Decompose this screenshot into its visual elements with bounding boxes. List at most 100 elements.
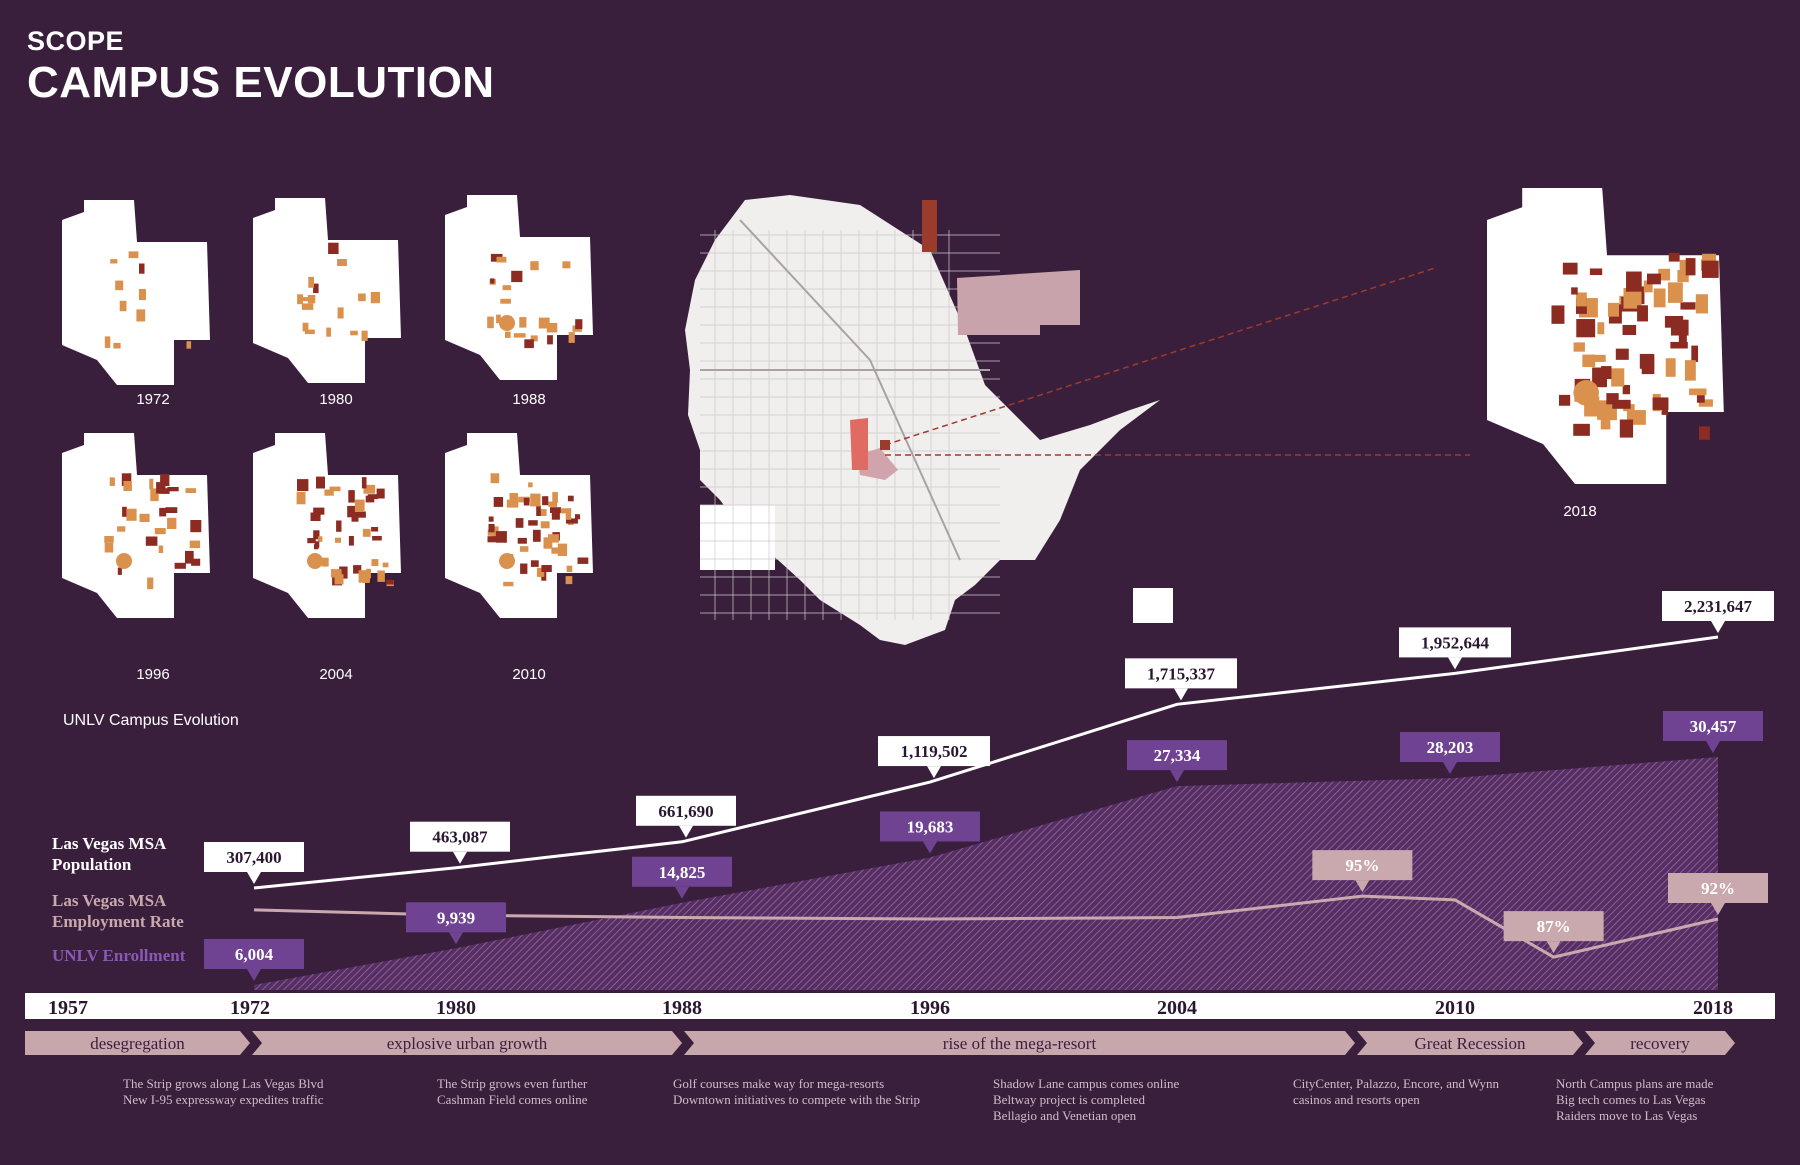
campus-building xyxy=(496,314,501,324)
campus-building xyxy=(113,342,121,349)
enrollment-label-value: 9,939 xyxy=(437,908,475,927)
campus-building xyxy=(119,300,127,312)
chart-plot: 307,400 463,087 661,690 1,119,502 1,715,337 1… xyxy=(204,591,1774,990)
series-name: UNLV Enrollment xyxy=(52,946,186,965)
campus-building xyxy=(1608,404,1617,421)
campus-building xyxy=(547,335,553,345)
campus-building xyxy=(117,567,122,575)
campus-building xyxy=(530,261,539,271)
enrollment-label-pointer xyxy=(1443,762,1457,775)
campus-building xyxy=(1668,252,1680,262)
campus-building xyxy=(1698,399,1713,407)
year-tick-label: 1972 xyxy=(230,997,270,1019)
enrollment-label-pointer xyxy=(449,932,463,945)
campus-building xyxy=(350,330,358,336)
era-event: CityCenter, Palazzo, Encore, and Wynn xyxy=(1293,1076,1500,1091)
campus-building xyxy=(488,524,495,533)
campus-building xyxy=(138,289,146,301)
campus-building xyxy=(1691,345,1699,362)
campus-building xyxy=(160,474,170,486)
pink-parcel xyxy=(957,270,1080,335)
campus-building xyxy=(314,541,320,548)
city-parcel xyxy=(700,505,775,570)
era-event: The Strip grows along Las Vegas Blvd xyxy=(123,1076,324,1091)
campus-building xyxy=(167,517,177,529)
campus-building xyxy=(313,283,319,294)
campus-building xyxy=(117,526,126,532)
enrollment-label: 9,939 xyxy=(406,902,506,945)
campus-building xyxy=(540,521,550,529)
population-label-box xyxy=(636,795,736,826)
campus-building xyxy=(326,327,331,337)
campus-building xyxy=(307,295,316,304)
campus-building xyxy=(490,278,495,284)
campus-building xyxy=(1689,388,1707,396)
enrollment-label: 30,457 xyxy=(1663,711,1763,753)
year-tick-label: 2004 xyxy=(1157,997,1197,1019)
era-label: rise of the mega-resort xyxy=(943,1034,1097,1053)
campus-building xyxy=(110,259,118,264)
enrollment-label: 28,203 xyxy=(1400,732,1500,775)
employment-label-box xyxy=(1312,850,1413,881)
campus-building xyxy=(530,335,538,342)
campus-map xyxy=(62,200,210,385)
campus-building xyxy=(1626,271,1642,292)
population-label-pointer xyxy=(1448,657,1462,670)
campus-building xyxy=(538,317,550,329)
population-label-value: 1,952,644 xyxy=(1421,633,1490,652)
campus-building xyxy=(1607,302,1619,317)
campus-building xyxy=(313,530,320,540)
campus-building xyxy=(297,294,303,305)
campus-building xyxy=(1623,288,1642,309)
campus-building xyxy=(566,565,573,572)
campus-building xyxy=(104,543,114,553)
campus-building xyxy=(104,336,111,348)
population-label-pointer xyxy=(453,851,467,864)
campus-building xyxy=(1637,305,1648,322)
campus-building xyxy=(1658,268,1671,281)
campus-building xyxy=(1622,324,1637,336)
series-name: Las Vegas MSA Employment Rate xyxy=(52,891,184,931)
population-label-box xyxy=(1399,627,1511,658)
population-label-box xyxy=(1662,591,1774,621)
population-label-value: 463,087 xyxy=(432,828,488,847)
enrollment-label-box xyxy=(406,902,506,933)
enrollment-label: 27,334 xyxy=(1127,740,1227,783)
campus-building xyxy=(296,492,306,505)
campus-building xyxy=(329,486,341,492)
campus-building xyxy=(523,497,530,506)
campus-building xyxy=(533,529,541,542)
campus-building xyxy=(185,488,196,493)
era-event: New I-95 expressway expedites traffic xyxy=(123,1092,324,1107)
campus-building xyxy=(1699,426,1710,440)
population-label-pointer xyxy=(1174,688,1188,701)
enrollment-label-pointer xyxy=(675,886,689,899)
leader-line xyxy=(884,267,1436,446)
campus-building xyxy=(500,298,511,304)
campus-building xyxy=(575,319,583,330)
era-bands: desegregation explosive urban growth rise … xyxy=(25,1031,1735,1123)
campus-building xyxy=(339,566,348,579)
campus-building xyxy=(1677,270,1689,283)
page-title: CAMPUS EVOLUTION xyxy=(27,58,495,107)
campus-building xyxy=(328,242,339,254)
campus-building xyxy=(1670,341,1688,349)
campus-building xyxy=(300,297,308,302)
campus-building xyxy=(297,479,309,492)
campus-building xyxy=(334,574,344,585)
campus-building xyxy=(358,511,366,518)
campus-building xyxy=(520,563,528,574)
employment-label: 95% xyxy=(1312,850,1413,893)
enrollment-label: 6,004 xyxy=(204,939,304,981)
campus-outline xyxy=(62,200,210,385)
campus-building xyxy=(488,516,494,522)
era-event: Beltway project is completed xyxy=(993,1092,1145,1107)
enrollment-label-pointer xyxy=(1706,741,1720,753)
era-label: desegregation xyxy=(90,1034,185,1053)
campus-building xyxy=(1653,288,1666,308)
campus-building xyxy=(324,489,334,496)
year-tick-label: 1957 xyxy=(48,997,88,1019)
campus-building xyxy=(186,341,192,349)
enrollment-label-pointer xyxy=(923,841,937,854)
city-boundary xyxy=(685,195,1160,645)
